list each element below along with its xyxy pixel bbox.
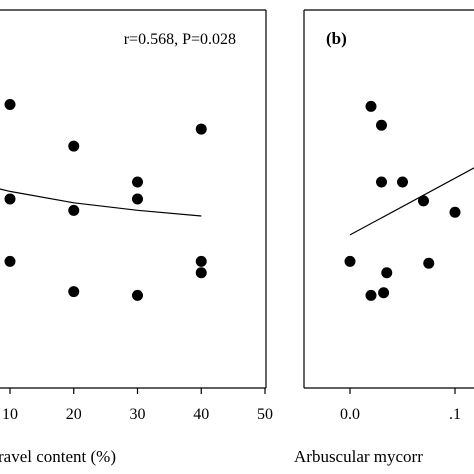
panel-b-data-point	[449, 206, 461, 218]
panel-b-x-tick-label: 0.0	[340, 406, 360, 423]
panel-a-x-tick-label: 10	[2, 406, 18, 423]
panel-b-x-tick-label: .1	[449, 406, 461, 423]
panel-a-data-point	[4, 193, 16, 205]
panel-a-data-point	[4, 99, 16, 110]
panel-a-x-tick-label: 40	[193, 406, 209, 423]
panel-a-stat-annotation: r=0.568, P=0.028	[124, 31, 236, 48]
panel-b-data-point	[418, 195, 429, 207]
panel-a-data-point	[195, 123, 207, 135]
panel-b-data-point	[378, 287, 390, 299]
panel-b-fit-line-group	[349, 167, 474, 236]
panel-a-fit-line	[0, 188, 202, 217]
panel-a-x-ticks: 10 20 30 40 50	[2, 388, 273, 423]
panel-a-data-point	[68, 204, 80, 216]
panel-b: (b) 0.0 .1 Arbuscular mycorr	[294, 9, 474, 466]
panel-a-data-point	[132, 176, 143, 188]
panel-a-data-point	[195, 255, 207, 267]
panel-b-x-axis-title: Arbuscular mycorr	[294, 447, 423, 466]
panel-a-data-point	[68, 286, 80, 298]
panel-b-fit-line	[349, 167, 474, 236]
panel-b-data-point	[423, 257, 435, 269]
panel-a-fit-line-group	[0, 188, 202, 217]
panel-b-label: (b)	[326, 29, 347, 48]
panel-a-data-point	[68, 140, 80, 152]
panel-a-x-axis-title: ravel content (%)	[0, 447, 116, 466]
panel-b-x-ticks: 0.0 .1	[340, 388, 461, 423]
panel-a-x-tick-label: 30	[130, 406, 146, 423]
panel-b-data-point	[365, 289, 377, 301]
panel-a-points	[4, 99, 207, 301]
panel-b-data-point	[376, 119, 387, 131]
panel-a-x-tick-label: 50	[257, 406, 273, 423]
panel-a-data-point	[195, 267, 207, 279]
panel-a-data-point	[132, 289, 143, 301]
panel-b-data-point	[376, 176, 387, 188]
panel-b-data-point	[365, 100, 377, 112]
panel-a-x-tick-label: 20	[66, 406, 82, 423]
panel-b-data-point	[397, 176, 408, 188]
panel-b-points	[344, 100, 461, 301]
panel-a-data-point	[132, 193, 143, 205]
panel-b-data-point	[344, 255, 356, 267]
panel-a: r=0.568, P=0.028 10 20 30 40 50 ravel conten…	[0, 9, 273, 466]
panel-a-data-point	[4, 255, 16, 267]
panel-b-data-point	[381, 267, 393, 279]
